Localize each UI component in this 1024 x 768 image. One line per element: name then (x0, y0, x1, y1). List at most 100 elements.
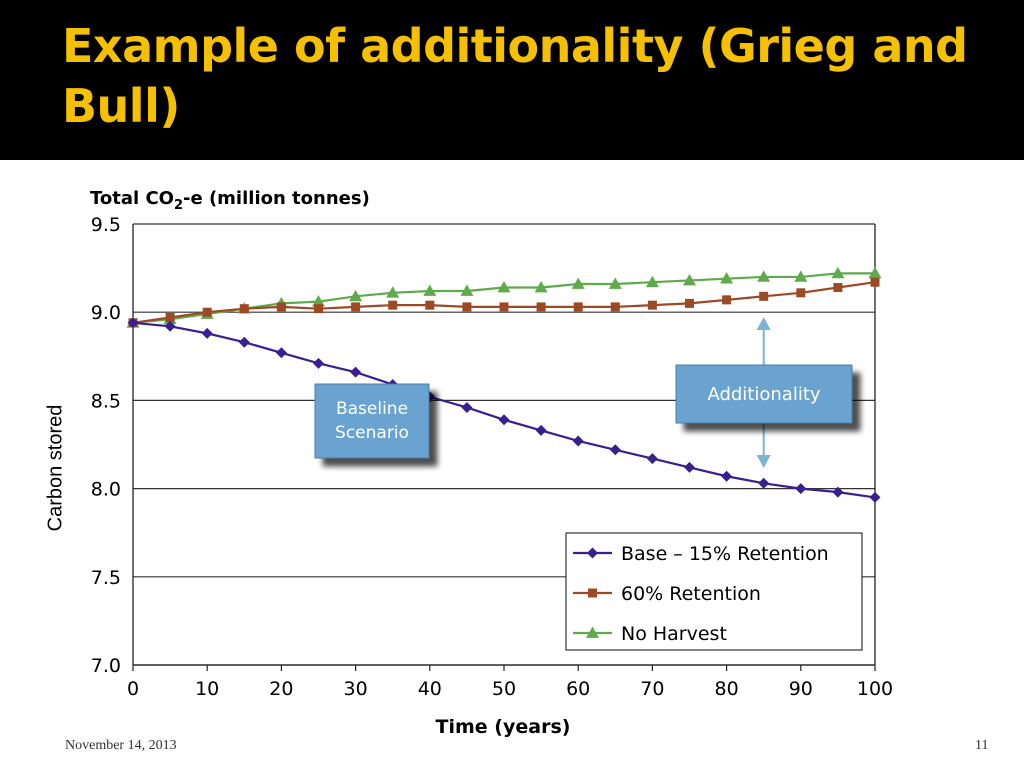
data-point (351, 302, 361, 312)
annotation-layer: Baseline Scenario Additionality (314, 317, 853, 468)
x-tick-label: 30 (344, 678, 368, 700)
x-tick-label: 70 (640, 678, 664, 700)
x-axis-title: Time (years) (436, 716, 571, 738)
y-tick-label: 8.0 (91, 479, 121, 501)
legend-entry-0: Base – 15% Retention (573, 543, 829, 565)
data-point (608, 277, 622, 289)
data-point (461, 401, 473, 413)
carbon-stored-label: Carbon stored (44, 404, 67, 532)
data-point (349, 289, 363, 302)
data-point (795, 483, 807, 495)
chart-title-rest: -e (million tonnes) (183, 188, 370, 209)
footer-date: November 14, 2013 (65, 738, 177, 753)
series-0 (127, 317, 881, 503)
x-tick-label: 100 (857, 678, 893, 700)
content-area: 9.5 9.0 8.5 8.0 7.5 7.0 0 10 20 30 40 50 60 70 80 90 100… (0, 166, 1024, 768)
data-point (868, 266, 882, 279)
data-point (720, 272, 734, 284)
x-tick-label: 50 (492, 678, 516, 700)
data-point (869, 491, 881, 503)
page-number: 11 (975, 738, 989, 753)
baseline-callout-box (314, 383, 430, 459)
data-point (796, 288, 806, 298)
x-tick-label: 20 (269, 678, 293, 700)
data-point (646, 453, 658, 465)
data-point (535, 424, 547, 436)
arrow-head-down (756, 455, 771, 468)
data-point (571, 277, 585, 289)
y-tick-label: 9.0 (91, 302, 121, 324)
x-tick-label: 40 (418, 678, 442, 700)
data-point (870, 277, 880, 287)
legend-swatch-marker (586, 626, 599, 638)
data-point (610, 302, 620, 312)
data-point (758, 477, 770, 489)
chart-title-subscript: 2 (174, 198, 183, 213)
x-tick-label: 90 (789, 678, 813, 700)
legend-swatch-marker (588, 588, 597, 598)
x-tick-label: 60 (566, 678, 590, 700)
data-point (684, 461, 695, 473)
data-point (573, 302, 583, 312)
data-point (534, 281, 548, 293)
data-point (460, 284, 474, 296)
data-point (386, 286, 400, 298)
data-point (722, 295, 732, 305)
legend-box (565, 532, 863, 651)
additionality-callout-text: Additionality (707, 384, 820, 405)
data-point (683, 273, 696, 286)
data-point (164, 320, 176, 332)
data-point (238, 336, 250, 348)
line-chart: 9.5 9.0 8.5 8.0 7.5 7.0 0 10 20 30 40 50 60 70 80 90 100… (90, 188, 893, 738)
data-point (312, 295, 325, 307)
data-point (314, 304, 323, 314)
x-tick-label: 0 (127, 678, 139, 700)
data-point (388, 300, 398, 310)
data-point (239, 304, 249, 314)
data-point (202, 307, 212, 317)
data-point (201, 327, 213, 339)
data-point (832, 486, 844, 498)
data-point (645, 275, 659, 288)
title-divider (0, 160, 1024, 168)
data-point (425, 300, 435, 310)
data-point (536, 302, 546, 312)
series-layer (126, 266, 882, 503)
data-point (647, 300, 657, 310)
data-point (609, 444, 621, 456)
data-point (276, 302, 286, 312)
data-point (721, 470, 733, 482)
slide-title: Example of additionality (Grieg and Bull… (62, 19, 968, 133)
data-point (833, 283, 843, 293)
y-tick-label: 7.0 (91, 655, 121, 677)
y-tick-label: 7.5 (91, 567, 121, 589)
data-point (499, 302, 509, 312)
data-point (685, 298, 694, 308)
chart-title: Total CO2-e (million tonnes) (90, 188, 370, 213)
legend-entry-2: No Harvest (573, 623, 727, 645)
legend-swatch-marker (587, 547, 598, 559)
legend-layer: Base – 15% Retention 60% Retention No Harv… (565, 532, 863, 651)
data-point (831, 266, 845, 279)
data-point (497, 281, 511, 293)
legend-entry-1: 60% Retention (573, 583, 761, 605)
additionality-callout: Additionality (675, 364, 853, 424)
data-point (572, 435, 584, 447)
y-tick-label: 9.5 (91, 214, 121, 236)
data-point (794, 270, 808, 282)
data-point (127, 317, 139, 329)
title-band: Example of additionality (Grieg and Bull… (0, 0, 1024, 160)
chart-title-main: Total CO (90, 188, 174, 209)
arrow-head-up (756, 317, 771, 330)
legend-label: No Harvest (621, 623, 727, 645)
x-tick-label: 80 (715, 678, 739, 700)
additionality-arrow (756, 317, 771, 468)
baseline-scenario-callout: Baseline Scenario (314, 383, 430, 459)
additionality-callout-box (675, 364, 853, 424)
series-2 (126, 266, 882, 328)
legend-label: Base – 15% Retention (621, 543, 829, 565)
data-point (759, 291, 769, 301)
data-point (462, 302, 472, 312)
data-point (423, 284, 437, 296)
data-point (313, 357, 324, 369)
